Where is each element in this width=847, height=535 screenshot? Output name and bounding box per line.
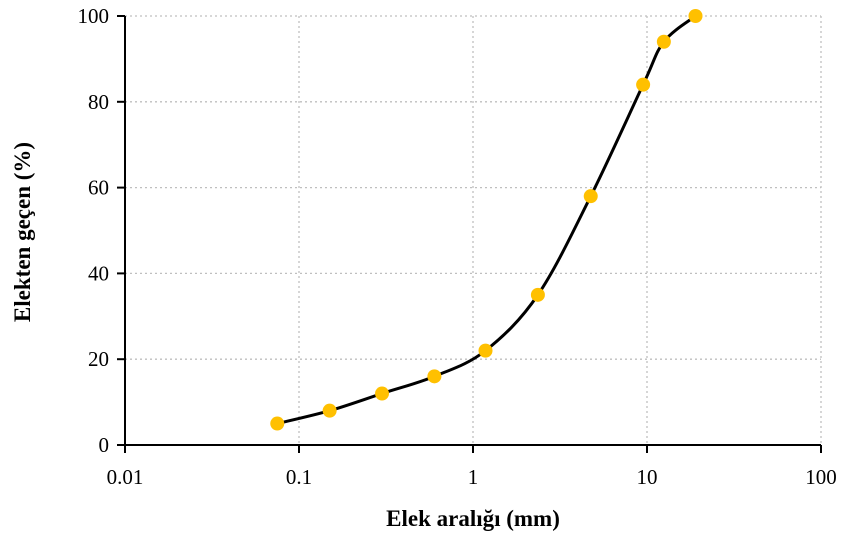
data-points <box>270 9 703 431</box>
axes <box>124 16 821 446</box>
x-tick-label: 0.1 <box>286 465 312 489</box>
data-point <box>583 189 598 204</box>
data-point <box>530 287 545 302</box>
y-tick-label: 0 <box>99 433 110 457</box>
data-point <box>478 343 493 358</box>
x-tick-label: 0.01 <box>107 465 144 489</box>
data-point <box>322 403 337 418</box>
series-line <box>276 14 697 426</box>
x-tick-labels: 0.01 0.1 1 10 100 <box>107 465 837 489</box>
x-tick-label: 10 <box>637 465 658 489</box>
data-point <box>375 386 390 401</box>
y-tick-labels: 0 20 40 60 80 100 <box>78 4 110 457</box>
tick-marks <box>117 15 822 453</box>
data-point <box>636 77 651 92</box>
x-tick-label: 100 <box>805 465 837 489</box>
data-point <box>656 34 671 49</box>
x-axis-title: Elek aralığı (mm) <box>386 506 560 531</box>
data-point <box>270 416 285 431</box>
grid-lines <box>125 15 822 445</box>
y-tick-label: 100 <box>78 4 110 28</box>
y-tick-label: 40 <box>88 261 109 285</box>
y-tick-label: 60 <box>88 176 109 200</box>
data-point <box>427 369 442 384</box>
y-tick-label: 20 <box>88 347 109 371</box>
y-tick-label: 80 <box>88 90 109 114</box>
x-tick-label: 1 <box>468 465 479 489</box>
data-point <box>688 9 703 23</box>
y-axis-title: Elekten geçen (%) <box>10 142 35 322</box>
